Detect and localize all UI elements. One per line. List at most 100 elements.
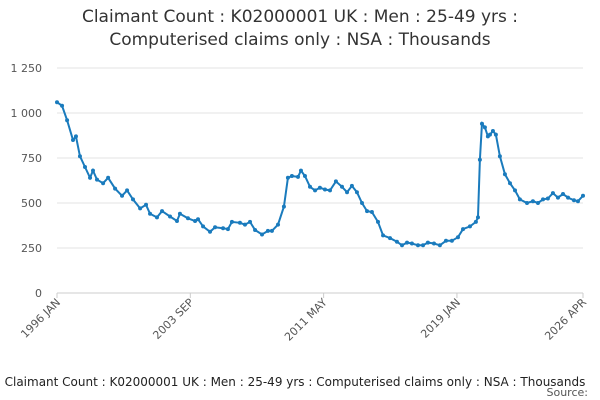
point — [530, 199, 535, 204]
y-tick-label: 250 — [21, 242, 42, 255]
y-tick-label: 500 — [21, 197, 42, 210]
point — [229, 219, 234, 224]
point — [90, 168, 95, 173]
point — [375, 219, 380, 224]
point — [125, 188, 130, 193]
point — [65, 118, 70, 123]
point — [82, 165, 87, 169]
point — [73, 134, 78, 139]
point — [269, 228, 274, 233]
point — [502, 172, 507, 177]
point — [177, 211, 182, 216]
point — [94, 177, 99, 182]
point — [369, 210, 374, 214]
point — [322, 187, 327, 192]
point — [333, 179, 338, 184]
point — [477, 157, 482, 162]
point — [394, 239, 399, 244]
point — [317, 185, 322, 190]
point — [425, 240, 430, 245]
point — [55, 100, 59, 105]
point — [148, 211, 153, 216]
point — [575, 199, 580, 204]
point — [193, 219, 198, 223]
point — [387, 236, 392, 241]
point — [253, 228, 258, 232]
point — [493, 132, 498, 137]
x-tick-label: 2026 APR — [542, 296, 589, 343]
point — [225, 227, 230, 232]
point — [399, 243, 404, 248]
point — [237, 220, 242, 225]
point — [174, 219, 179, 223]
point — [70, 138, 75, 142]
point — [581, 193, 585, 198]
point — [490, 129, 495, 133]
point — [298, 168, 303, 173]
point — [507, 181, 512, 186]
y-tick-label: 1 250 — [11, 62, 43, 75]
chart-title: Computerised claims only : NSA : Thousan… — [109, 30, 490, 50]
point — [482, 125, 487, 130]
point — [308, 184, 313, 189]
point — [349, 183, 354, 188]
chart-title: Claimant Count : K02000001 UK : Men : 25… — [82, 7, 518, 27]
point — [201, 224, 206, 229]
point — [449, 238, 454, 243]
point — [106, 175, 111, 180]
y-tick-label: 0 — [35, 287, 42, 300]
point — [260, 232, 265, 237]
point — [517, 197, 522, 202]
plot-area: 0 250 500 750 1 000 1 250 1996 JAN 2003 SEP 2011… — [11, 62, 590, 344]
point — [415, 243, 420, 248]
point — [545, 196, 550, 201]
point — [221, 226, 226, 231]
point — [296, 174, 301, 179]
point — [113, 186, 118, 191]
point — [120, 193, 125, 198]
point — [154, 215, 159, 220]
point — [285, 175, 290, 180]
point — [497, 154, 502, 159]
point — [289, 174, 294, 178]
y-tick-label: 1 000 — [11, 107, 43, 120]
point — [525, 201, 530, 205]
point — [381, 233, 386, 238]
point — [242, 222, 247, 227]
point — [409, 241, 414, 246]
source: Source: — [547, 386, 589, 399]
point — [345, 190, 350, 195]
point — [467, 224, 472, 229]
point — [60, 103, 65, 108]
point — [281, 204, 286, 209]
point — [455, 235, 460, 240]
point — [196, 217, 201, 222]
point — [88, 175, 93, 180]
point — [473, 219, 478, 224]
point — [561, 192, 566, 196]
x-tick-label: 2003 SEP — [150, 296, 196, 342]
point — [443, 238, 448, 243]
point — [421, 243, 426, 248]
point — [276, 222, 281, 227]
point — [208, 229, 213, 234]
point — [130, 197, 135, 202]
point — [431, 241, 436, 246]
point — [138, 206, 143, 211]
point — [248, 219, 253, 224]
x-tick-label: 2019 JAN — [418, 296, 463, 341]
point — [313, 188, 318, 193]
point — [513, 188, 518, 193]
point — [461, 227, 466, 232]
point — [327, 188, 332, 193]
point — [437, 243, 442, 248]
x-tick-label: 1996 JAN — [18, 296, 63, 341]
point — [144, 202, 149, 207]
point — [571, 198, 576, 203]
point — [359, 201, 364, 205]
footer: Claimant Count : K02000001 UK : Men : 25… — [5, 375, 586, 389]
point — [541, 197, 546, 202]
point — [535, 201, 540, 205]
point — [77, 154, 82, 159]
